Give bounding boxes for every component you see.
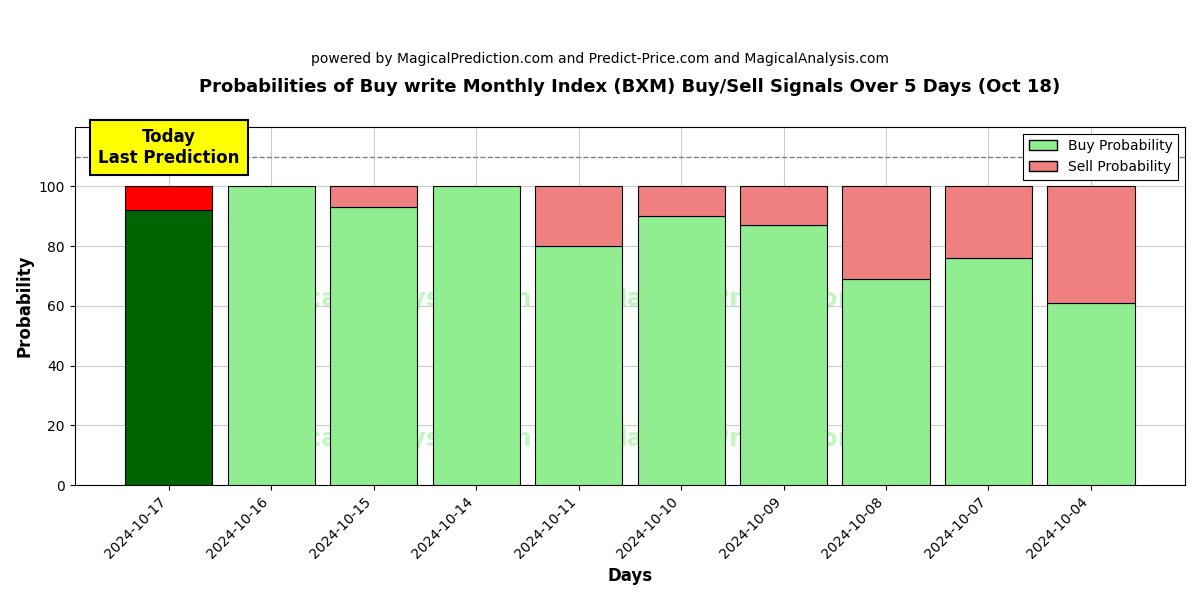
Bar [330,208,418,485]
Text: MagicalPrediction.com: MagicalPrediction.com [602,427,924,451]
Bar [1048,303,1134,485]
Title: Probabilities of Buy write Monthly Index (BXM) Buy/Sell Signals Over 5 Days (Oct: Probabilities of Buy write Monthly Index… [199,78,1061,96]
Text: Today
Last Prediction: Today Last Prediction [98,128,239,167]
Bar [535,187,622,246]
Legend: Buy Probability, Sell Probability: Buy Probability, Sell Probability [1024,134,1178,180]
Bar [842,279,930,485]
Bar [944,258,1032,485]
Bar [740,187,827,225]
Bar [637,187,725,217]
Bar [330,187,418,208]
Bar [637,217,725,485]
Text: powered by MagicalPrediction.com and Predict-Price.com and MagicalAnalysis.com: powered by MagicalPrediction.com and Pre… [311,52,889,66]
Bar [944,187,1032,258]
X-axis label: Days: Days [607,567,653,585]
Y-axis label: Probability: Probability [16,254,34,357]
Bar [740,225,827,485]
Bar [228,187,314,485]
Bar [125,211,212,485]
Text: MagicalAnalysis.com: MagicalAnalysis.com [239,427,533,451]
Bar [535,246,622,485]
Bar [125,187,212,211]
Text: MagicalPrediction.com: MagicalPrediction.com [602,287,924,311]
Bar [432,187,520,485]
Bar [842,187,930,279]
Bar [1048,187,1134,303]
Text: MagicalAnalysis.com: MagicalAnalysis.com [239,287,533,311]
